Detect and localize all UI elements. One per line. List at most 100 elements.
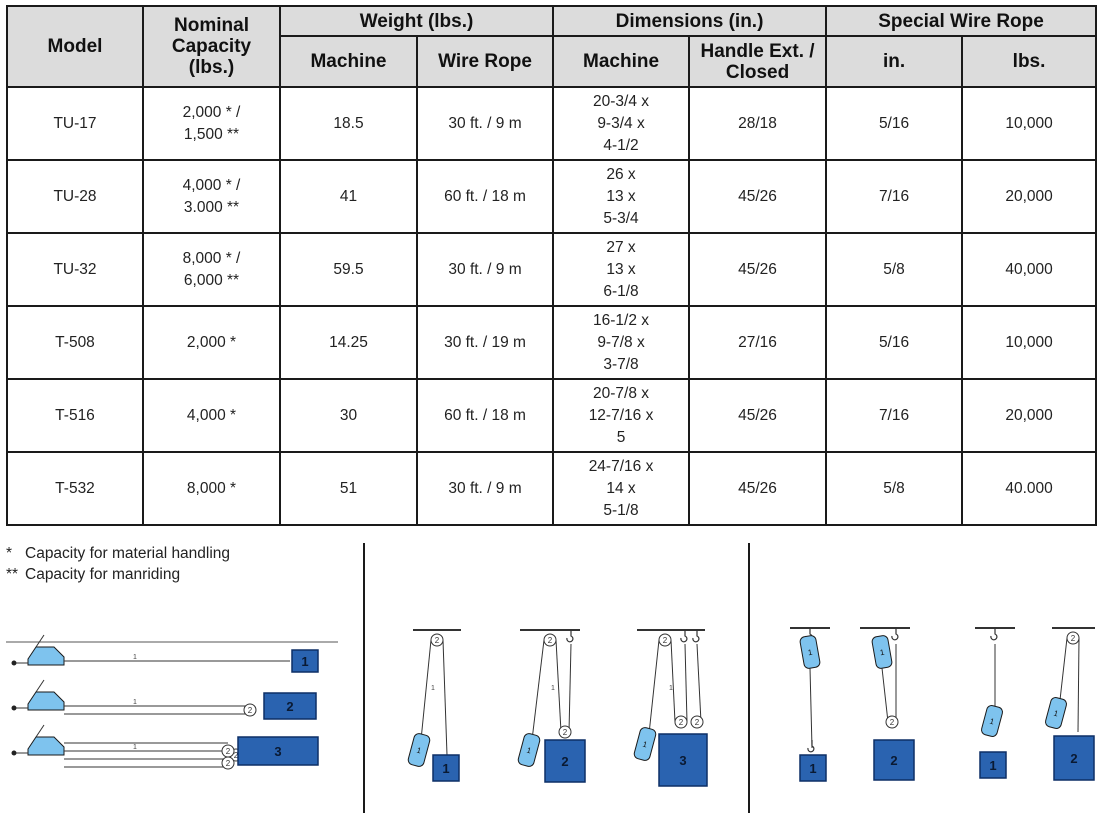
- handle-ext-closed-cell: 28/18: [688, 86, 828, 161]
- pulley-label: 2: [1071, 634, 1076, 643]
- pulley-label: 2: [679, 718, 684, 727]
- load-label: 2: [890, 753, 897, 768]
- rope-line: [555, 639, 562, 733]
- header-special-wire-rope-group: Special Wire Rope: [825, 5, 1098, 37]
- rope-mark: 1: [551, 685, 555, 692]
- footnote-manriding: ** Capacity for manriding: [6, 564, 230, 585]
- machine-icon: 1: [517, 733, 541, 767]
- machine-weight-cell: 51: [279, 451, 418, 526]
- handle-ext-closed-cell: 45/26: [688, 159, 828, 234]
- load-block: [237, 736, 319, 766]
- model-cell: TU-17: [6, 86, 144, 161]
- machine-icon: 1: [799, 635, 821, 669]
- hook-icon: [692, 630, 700, 643]
- pulley-label: 2: [234, 751, 239, 760]
- table-row: T-516 4,000 * 30 60 ft. / 18 m 20-7/8 x 12-7…: [6, 378, 1098, 453]
- machine-body: [633, 727, 657, 761]
- machine-icon: 1: [633, 727, 657, 761]
- pulley-icon: [243, 703, 257, 717]
- wire-rope-diameter-cell: 7/16: [825, 159, 964, 234]
- machine-label: 1: [416, 746, 423, 756]
- wire-rope-length-cell: 30 ft. / 19 m: [415, 305, 555, 380]
- rope-line: [531, 639, 545, 741]
- model-cell: T-516: [6, 378, 144, 453]
- wire-rope-strength-cell: 20,000: [961, 378, 1098, 453]
- capacity-cell: 2,000 * / 1,500 **: [142, 86, 281, 161]
- machine-icon: [27, 646, 65, 666]
- load-block: [1053, 735, 1095, 781]
- load-label: 1: [442, 761, 449, 776]
- rope-line: [1077, 637, 1080, 733]
- footnote-text: Capacity for material handling: [25, 545, 231, 562]
- rope-mark: 1: [669, 685, 673, 692]
- pulley-icon: [221, 756, 235, 770]
- header-dimensions-machine: Machine: [552, 35, 691, 88]
- load-label: 1: [989, 758, 996, 773]
- machine-label: 1: [526, 746, 533, 756]
- capacity-cell: 8,000 *: [142, 451, 281, 526]
- header-nominal-capacity: Nominal Capacity (lbs.): [142, 5, 281, 88]
- load-label: 2: [286, 699, 293, 714]
- rope-line: [881, 667, 889, 723]
- pulley-icon: [885, 715, 899, 729]
- handle-line: [35, 679, 45, 693]
- load-label: 1: [809, 761, 816, 776]
- handle-ext-closed-cell: 45/26: [688, 451, 828, 526]
- wire-rope-length-cell: 60 ft. / 18 m: [415, 159, 555, 234]
- model-cell: TU-32: [6, 232, 144, 307]
- table-row: T-508 2,000 * 14.25 30 ft. / 19 m 16-1/2 x 9…: [6, 305, 1098, 380]
- wire-rope-length-cell: 30 ft. / 9 m: [415, 86, 555, 161]
- pulley-label: 2: [663, 636, 668, 645]
- machine-weight-cell: 14.25: [279, 305, 418, 380]
- panel-divider: [363, 543, 365, 813]
- machine-label: 1: [642, 740, 649, 750]
- model-cell: T-508: [6, 305, 144, 380]
- machine-label: 1: [1053, 709, 1060, 719]
- wire-rope-strength-cell: 20,000: [961, 159, 1098, 234]
- rope-line: [696, 643, 702, 723]
- table-row: TU-28 4,000 * / 3.000 ** 41 60 ft. / 18 m 26…: [6, 159, 1098, 234]
- rope-line: [670, 639, 676, 723]
- table-row: T-532 8,000 * 51 30 ft. / 9 m 24-7/16 x 14 x…: [6, 451, 1098, 526]
- footnotes: * Capacity for material handling ** Capa…: [6, 543, 230, 585]
- pulley-label: 2: [226, 759, 231, 768]
- hook-icon: [680, 630, 688, 643]
- load-label: 2: [561, 754, 568, 769]
- machine-body: [407, 733, 431, 767]
- hook-icon: [891, 628, 899, 641]
- panel-divider: [748, 543, 750, 813]
- machine-dimensions-cell: 26 x 13 x 5-3/4: [552, 159, 691, 234]
- machine-icon: 1: [981, 705, 1003, 737]
- load-block: [432, 754, 460, 782]
- machine-weight-cell: 30: [279, 378, 418, 453]
- load-label: 2: [1070, 751, 1077, 766]
- machine-dimensions-cell: 20-7/8 x 12-7/16 x 5: [552, 378, 691, 453]
- pulley-icon: [674, 715, 688, 729]
- handle-ext-closed-cell: 45/26: [688, 378, 828, 453]
- load-label: 1: [301, 654, 308, 669]
- wire-rope-diameter-cell: 5/16: [825, 305, 964, 380]
- rope-line: [684, 643, 688, 723]
- pulley-icon: [558, 725, 572, 739]
- header-row-groups: Model Nominal Capacity (lbs.) Weight (lb…: [6, 5, 1098, 88]
- wire-rope-length-cell: 30 ft. / 9 m: [415, 232, 555, 307]
- wire-rope-strength-cell: 40,000: [961, 232, 1098, 307]
- hook-icon: [807, 740, 815, 753]
- pulley-icon: [690, 715, 704, 729]
- machine-dimensions-cell: 16-1/2 x 9-7/8 x 3-7/8: [552, 305, 691, 380]
- machine-dimensions-cell: 24-7/16 x 14 x 5-1/8: [552, 451, 691, 526]
- anchor-point: [11, 705, 17, 711]
- machine-body: [517, 733, 541, 767]
- wire-rope-strength-cell: 40.000: [961, 451, 1098, 526]
- wire-rope-diameter-cell: 5/8: [825, 451, 964, 526]
- capacity-cell: 4,000 * / 3.000 **: [142, 159, 281, 234]
- footnote-material-handling: * Capacity for material handling: [6, 543, 230, 564]
- handle-ext-closed-cell: 27/16: [688, 305, 828, 380]
- header-weight-wire-rope: Wire Rope: [415, 35, 555, 88]
- capacity-cell: 2,000 *: [142, 305, 281, 380]
- header-weight-group: Weight (lbs.): [278, 5, 555, 37]
- rope-mark: 1: [133, 654, 137, 661]
